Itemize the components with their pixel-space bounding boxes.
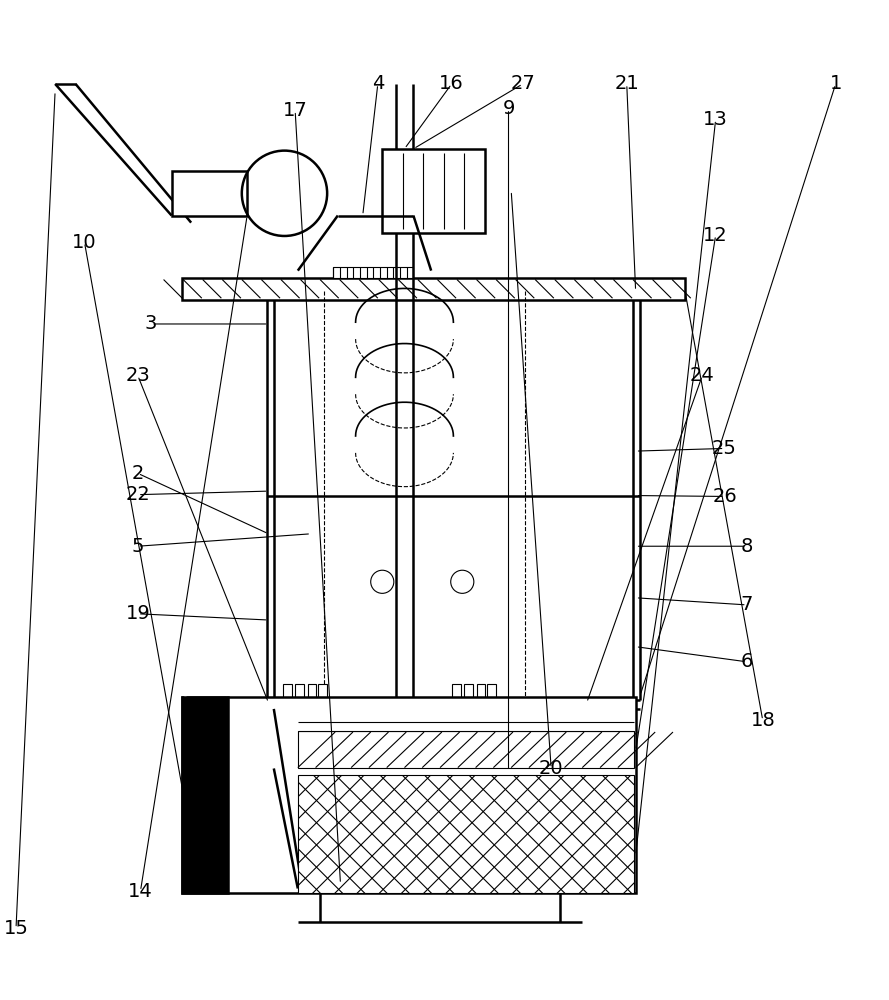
- Text: 23: 23: [125, 366, 150, 385]
- Text: 19: 19: [125, 604, 150, 623]
- Text: 5: 5: [132, 537, 144, 556]
- Bar: [298, 775, 634, 893]
- Text: 16: 16: [439, 74, 464, 93]
- Bar: [182, 697, 636, 893]
- Text: 25: 25: [712, 439, 737, 458]
- Bar: [382, 149, 485, 233]
- Text: 24: 24: [690, 366, 715, 385]
- Text: 4: 4: [372, 74, 384, 93]
- Text: 1: 1: [829, 74, 842, 93]
- Bar: [298, 731, 634, 768]
- Bar: [283, 684, 292, 700]
- Bar: [172, 171, 247, 216]
- Text: 18: 18: [750, 711, 775, 730]
- Bar: [182, 278, 685, 300]
- Bar: [295, 684, 304, 700]
- Bar: [487, 684, 496, 700]
- Bar: [298, 722, 634, 731]
- Bar: [182, 697, 228, 893]
- Text: 6: 6: [741, 652, 753, 671]
- Text: 26: 26: [712, 487, 737, 506]
- Text: 7: 7: [741, 595, 753, 614]
- Text: 12: 12: [703, 226, 728, 245]
- Text: 9: 9: [502, 99, 515, 118]
- Text: 8: 8: [741, 537, 753, 556]
- Bar: [464, 684, 473, 700]
- Text: 3: 3: [145, 314, 157, 333]
- Text: 17: 17: [283, 101, 308, 120]
- Text: 15: 15: [4, 919, 28, 938]
- Text: 2: 2: [132, 464, 144, 483]
- Text: 27: 27: [510, 74, 535, 93]
- Bar: [477, 684, 485, 700]
- Text: 22: 22: [125, 485, 150, 504]
- Text: 20: 20: [539, 759, 564, 778]
- Text: 14: 14: [128, 882, 153, 901]
- Bar: [318, 684, 327, 700]
- Bar: [452, 684, 461, 700]
- Text: 13: 13: [703, 110, 728, 129]
- Text: 21: 21: [614, 74, 639, 93]
- Bar: [333, 267, 413, 278]
- Bar: [308, 684, 316, 700]
- Text: 10: 10: [72, 233, 97, 252]
